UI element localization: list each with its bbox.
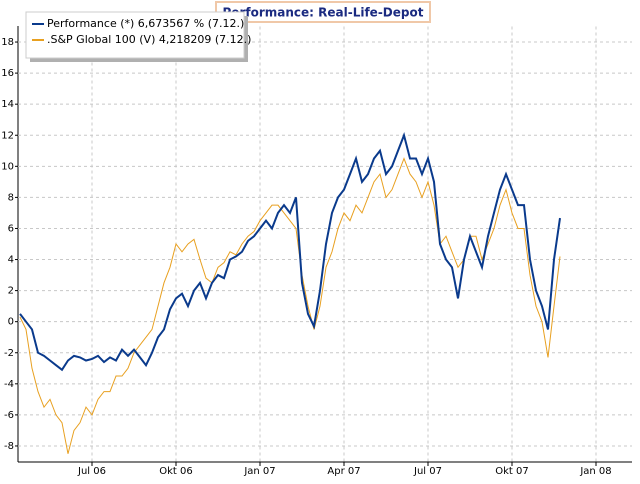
legend xyxy=(25,11,245,59)
y-tick-label: -2 xyxy=(4,348,14,359)
legend-label: Performance (*) 6,673567 % (7.12.) xyxy=(47,17,244,30)
y-tick-label: -6 xyxy=(4,410,14,421)
y-tick-label: 2 xyxy=(8,286,14,297)
x-tick-label: Jan 07 xyxy=(243,466,275,477)
x-tick-label: Jan 08 xyxy=(579,466,611,477)
series-line xyxy=(19,131,561,372)
grid xyxy=(15,26,632,466)
y-tick-label: 14 xyxy=(1,99,14,110)
y-tick-label: 0 xyxy=(8,317,14,328)
y-tick-label: -8 xyxy=(4,441,14,452)
y-tick-label: 6 xyxy=(8,223,14,234)
chart-title: Performance: Real-Life-Depot xyxy=(223,6,424,20)
series-line xyxy=(19,157,561,454)
x-tick-label: Okt 07 xyxy=(495,466,529,477)
legend-items: Performance (*) 6,673567 % (7.12.) .S&P G… xyxy=(32,17,251,46)
x-tick-label: Apr 07 xyxy=(327,466,360,477)
y-tick-label: 12 xyxy=(1,130,14,141)
y-tick-label: -4 xyxy=(4,379,14,390)
y-tick-label: 16 xyxy=(1,68,14,79)
x-tick-label: Okt 06 xyxy=(159,466,193,477)
x-tick-label: Jul 06 xyxy=(77,466,106,477)
x-tick-label: Jul 07 xyxy=(413,466,442,477)
plot xyxy=(19,131,561,454)
y-tick-label: 10 xyxy=(1,161,14,172)
y-tick-label: 4 xyxy=(8,255,14,266)
legend-label: .S&P Global 100 (V) 4,218209 (7.12.) xyxy=(47,33,251,46)
y-tick-label: 18 xyxy=(1,37,14,48)
y-tick-label: 8 xyxy=(8,192,14,203)
